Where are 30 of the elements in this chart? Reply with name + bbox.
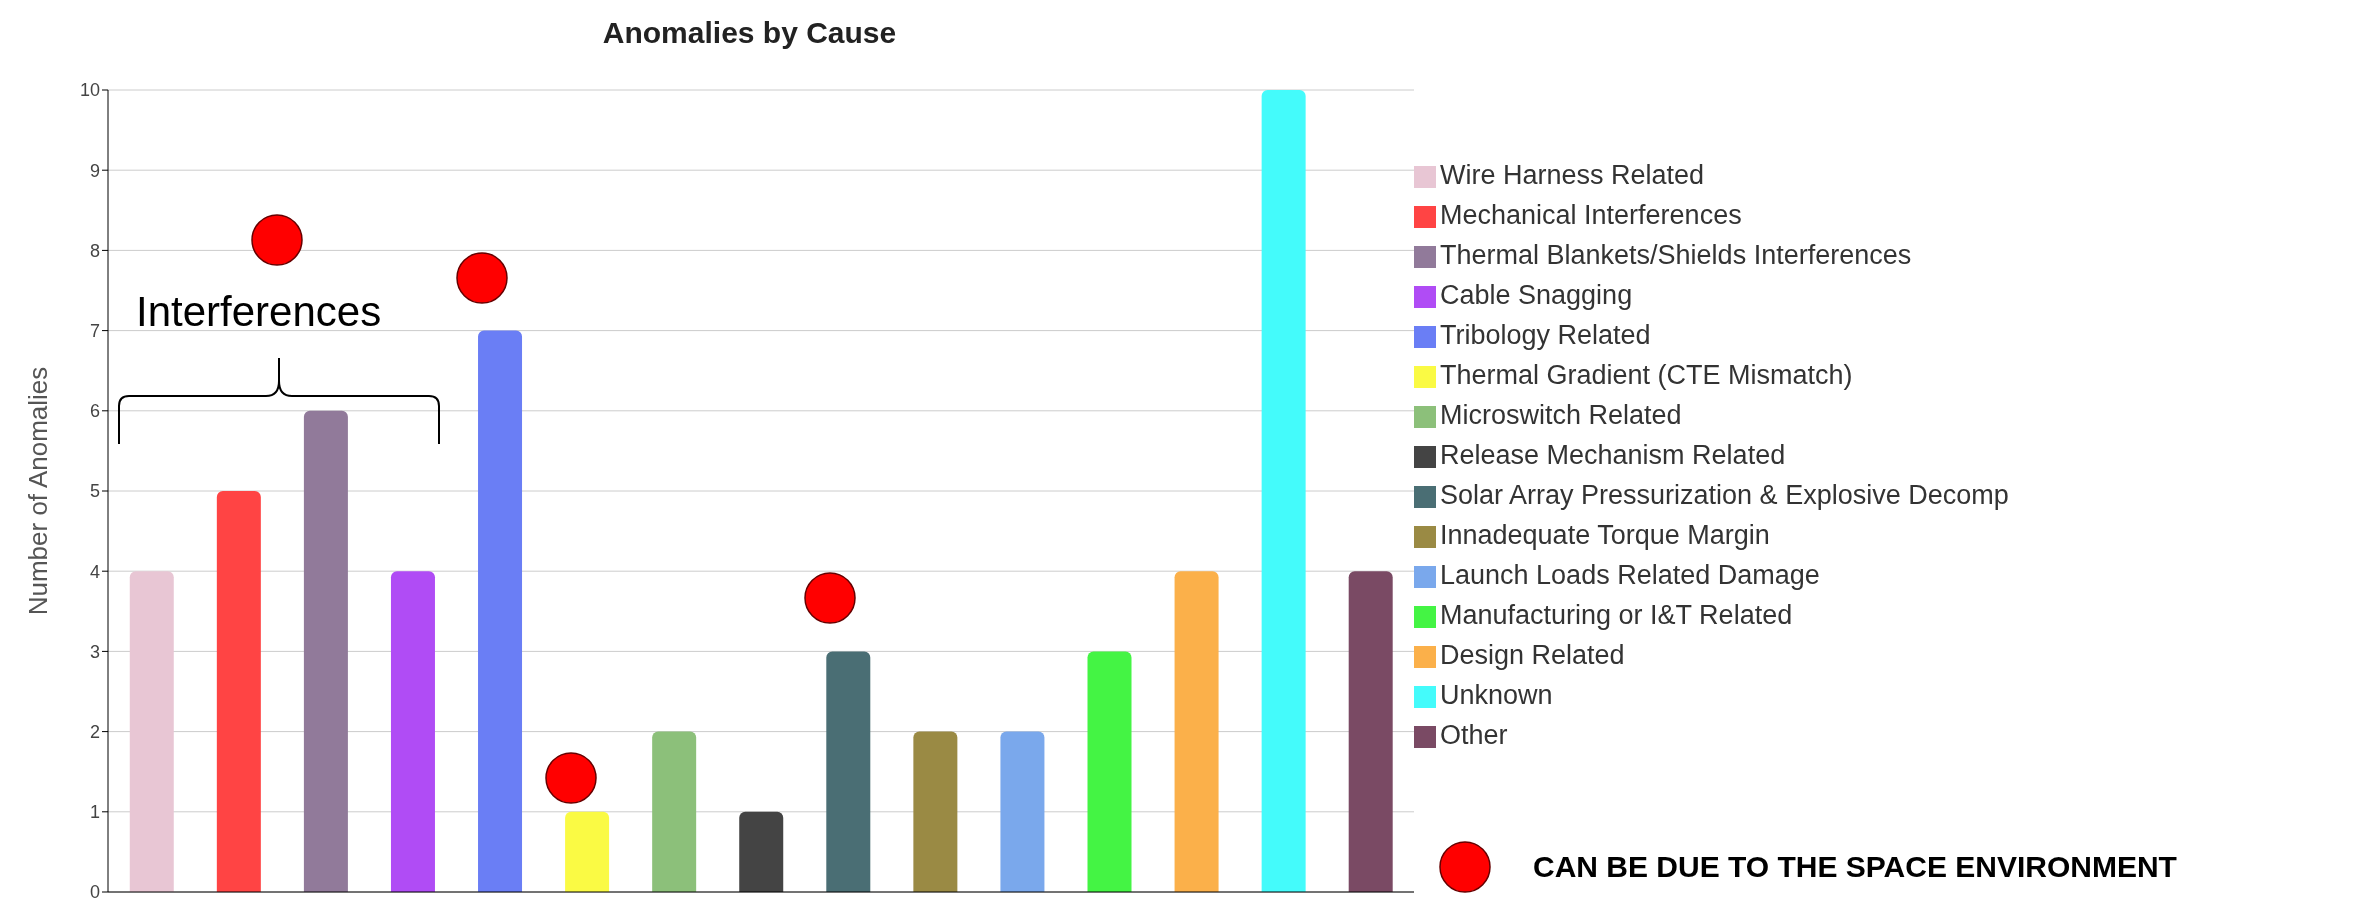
legend-label: Tribology Related xyxy=(1440,320,1651,350)
legend-label: Unknown xyxy=(1440,680,1553,710)
y-tick-label: 1 xyxy=(89,802,100,823)
legend-label: Solar Array Pressurization & Explosive Decomp xyxy=(1440,480,2009,510)
legend-label: Cable Snagging xyxy=(1440,280,1633,310)
chart-title: Anomalies by Cause xyxy=(601,16,898,50)
legend-label: Wire Harness Related xyxy=(1440,160,1705,190)
legend-label: Other xyxy=(1440,720,1508,750)
legend-label: Manufacturing or I&T Related xyxy=(1440,600,1793,630)
legend-label: Mechanical Interferences xyxy=(1440,200,1742,230)
y-tick-label: 7 xyxy=(89,320,100,341)
y-tick-label: 9 xyxy=(89,160,100,181)
y-tick-label: 8 xyxy=(89,240,100,261)
y-axis-title: Number of Anomalies xyxy=(23,366,54,616)
y-tick-label: 2 xyxy=(89,721,100,742)
legend-label: Microswitch Related xyxy=(1440,400,1682,430)
legend-label: Design Related xyxy=(1440,640,1625,670)
legend-label: Thermal Gradient (CTE Mismatch) xyxy=(1440,360,1853,390)
y-tick-label: 6 xyxy=(89,401,100,422)
legend-label: Thermal Blankets/Shields Interferences xyxy=(1440,240,1912,270)
y-tick-label: 3 xyxy=(89,641,100,662)
legend-label: Launch Loads Related Damage xyxy=(1440,560,1820,590)
legend-label: Release Mechanism Related xyxy=(1440,440,1786,470)
text: CAN BE DUE TO THE SPACE ENVIRONMENT xyxy=(1533,850,2177,884)
y-tick-label: 4 xyxy=(89,561,100,582)
y-tick-label: 10 xyxy=(79,80,100,101)
annotation: Interferences xyxy=(136,288,382,336)
y-tick-label: 5 xyxy=(89,481,100,502)
y-tick-label: 0 xyxy=(89,882,100,903)
legend-label: Innadequate Torque Margin xyxy=(1440,520,1770,550)
